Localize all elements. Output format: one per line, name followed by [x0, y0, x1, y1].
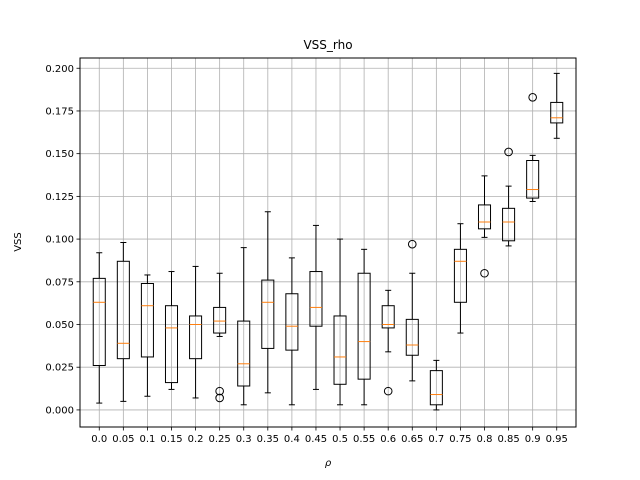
y-tick-label: 0.175	[45, 106, 74, 117]
iqr-box	[405, 318, 419, 356]
box-0.45	[309, 224, 323, 390]
iqr-box	[140, 283, 154, 358]
x-tick-label: 0.1	[139, 434, 155, 445]
iqr-box	[429, 370, 443, 406]
box-0.3	[237, 247, 251, 406]
box-0.6	[381, 289, 395, 396]
iqr-box	[502, 207, 516, 242]
x-tick-label: 0.0	[91, 434, 107, 445]
boxes-layer	[92, 72, 564, 411]
x-tick-label: 0.2	[188, 434, 204, 445]
iqr-box	[309, 271, 323, 327]
plot-area-frame	[79, 57, 577, 428]
y-tick-label: 0.025	[45, 363, 74, 374]
x-tick-label: 0.65	[401, 434, 423, 445]
y-tick-label: 0.075	[45, 277, 74, 288]
box-0.0	[92, 252, 106, 404]
x-axis-ticks: 0.0 0.05 0.1 0.15 0.2 0.25 0.3 0.35 0.4 0.45 0.5 0.…	[91, 427, 568, 445]
outlier-point	[383, 386, 393, 396]
iqr-box	[333, 315, 347, 385]
x-tick-label: 0.4	[284, 434, 300, 445]
x-tick-label: 0.95	[546, 434, 568, 445]
x-tick-label: 0.45	[305, 434, 327, 445]
box-0.4	[285, 257, 299, 406]
x-tick-label: 0.55	[353, 434, 375, 445]
outlier-point	[215, 393, 224, 403]
iqr-box	[453, 248, 467, 303]
box-0.5	[333, 238, 347, 406]
iqr-box	[92, 277, 106, 366]
outlier-point	[504, 147, 513, 157]
box-0.2	[189, 265, 203, 399]
box-0.95	[550, 72, 564, 139]
outlier-point	[528, 92, 537, 102]
y-tick-label: 0.050	[45, 320, 74, 331]
iqr-box	[550, 101, 564, 124]
y-tick-label: 0.125	[45, 192, 74, 203]
x-tick-label: 0.5	[332, 434, 348, 445]
chart-title: VSS_rho	[303, 38, 352, 52]
iqr-box	[285, 293, 299, 351]
box-0.8	[477, 175, 492, 278]
box-0.75	[453, 223, 467, 334]
x-tick-label: 0.3	[236, 434, 252, 445]
outlier-point	[407, 239, 417, 249]
y-tick-label: 0.000	[45, 405, 74, 416]
x-tick-label: 0.6	[380, 434, 396, 445]
box-0.65	[405, 239, 419, 382]
x-tick-label: 0.25	[209, 434, 231, 445]
x-axis-label: ρ	[325, 458, 332, 469]
box-0.15	[164, 271, 179, 390]
iqr-box	[213, 306, 227, 334]
box-0.1	[140, 274, 154, 397]
x-tick-label: 0.05	[112, 434, 134, 445]
iqr-box	[164, 305, 179, 384]
iqr-box	[526, 160, 540, 199]
y-tick-label: 0.150	[45, 149, 74, 160]
box-0.05	[116, 242, 130, 402]
box-0.7	[429, 359, 443, 411]
x-tick-label: 0.8	[477, 434, 493, 445]
x-tick-label: 0.35	[257, 434, 279, 445]
box-0.55	[357, 248, 371, 406]
x-tick-label: 0.75	[449, 434, 471, 445]
iqr-box	[116, 260, 130, 360]
x-tick-label: 0.9	[525, 434, 541, 445]
iqr-box	[189, 315, 203, 360]
y-axis-ticks: 0.000 0.025 0.050 0.075 0.100 0.125 0.150 0.175…	[45, 64, 80, 416]
x-tick-label: 0.15	[160, 434, 182, 445]
y-axis-label: VSS	[13, 232, 24, 252]
box-0.25	[213, 272, 227, 403]
box-0.9	[526, 92, 540, 202]
iqr-box	[237, 320, 251, 387]
iqr-box	[477, 204, 492, 230]
iqr-box	[261, 279, 275, 349]
y-tick-label: 0.200	[45, 64, 74, 75]
outlier-point	[215, 386, 224, 396]
y-tick-label: 0.100	[45, 235, 74, 246]
iqr-box	[381, 305, 395, 329]
box-0.35	[261, 211, 275, 394]
x-tick-label: 0.85	[497, 434, 519, 445]
outlier-point	[480, 268, 489, 278]
x-tick-label: 0.7	[428, 434, 444, 445]
iqr-box	[357, 272, 371, 380]
box-0.85	[502, 147, 516, 247]
